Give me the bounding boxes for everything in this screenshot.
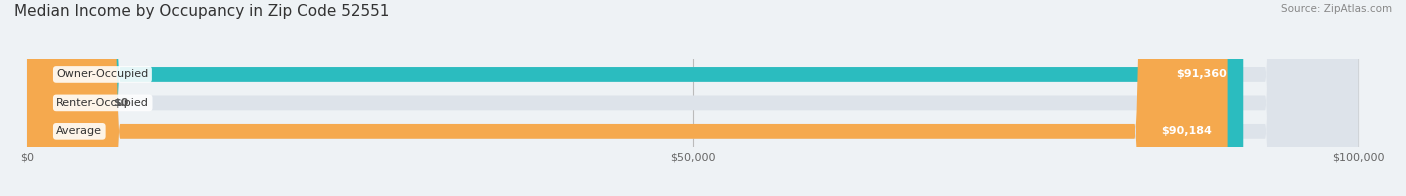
FancyBboxPatch shape: [27, 0, 80, 196]
FancyBboxPatch shape: [27, 0, 1358, 196]
Text: Median Income by Occupancy in Zip Code 52551: Median Income by Occupancy in Zip Code 5…: [14, 4, 389, 19]
Text: $0: $0: [114, 98, 129, 108]
Text: $91,360: $91,360: [1177, 69, 1227, 79]
Text: Owner-Occupied: Owner-Occupied: [56, 69, 149, 79]
FancyBboxPatch shape: [27, 0, 1358, 196]
FancyBboxPatch shape: [27, 0, 1227, 196]
Text: $90,184: $90,184: [1161, 126, 1212, 136]
Text: Renter-Occupied: Renter-Occupied: [56, 98, 149, 108]
Text: Source: ZipAtlas.com: Source: ZipAtlas.com: [1281, 4, 1392, 14]
Text: Average: Average: [56, 126, 103, 136]
FancyBboxPatch shape: [27, 0, 1358, 196]
FancyBboxPatch shape: [27, 0, 1243, 196]
